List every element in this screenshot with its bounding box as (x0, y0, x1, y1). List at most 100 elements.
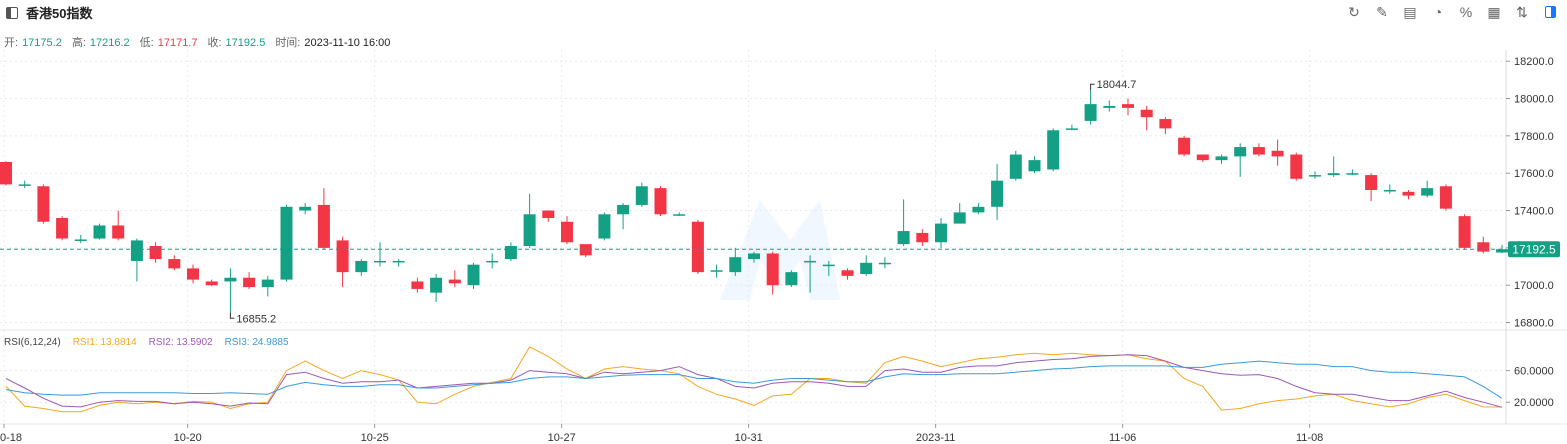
candle (1252, 143, 1265, 157)
candle-body (1234, 147, 1247, 157)
ohlc-open: 开: 17175.2 (4, 37, 62, 49)
candle (1346, 169, 1359, 176)
min-price-label: 16855.2 (236, 313, 276, 325)
candle-body (523, 214, 536, 246)
candle-body (187, 268, 199, 280)
candle-body (205, 281, 218, 286)
candle-body (1047, 130, 1060, 170)
candle (280, 204, 293, 282)
candle (542, 210, 555, 222)
candle (374, 242, 386, 267)
candle-body (411, 281, 424, 289)
candle-body (1439, 186, 1452, 209)
candle (860, 255, 873, 276)
candle-body (1103, 106, 1116, 108)
candle (486, 253, 499, 269)
candle-body (224, 277, 237, 282)
draw-icon[interactable]: ✎ (1376, 3, 1388, 20)
candle (1327, 156, 1340, 177)
candle (1159, 117, 1172, 134)
rsi2-line (5, 354, 1503, 408)
candle (878, 257, 891, 269)
candle-body (486, 260, 499, 263)
percent-icon[interactable]: % (1459, 4, 1473, 20)
candle-body (561, 221, 573, 243)
candle (729, 247, 742, 276)
indicator-icon[interactable]: ▤ (1403, 3, 1417, 20)
candle (112, 210, 125, 241)
candle (430, 274, 443, 302)
x-tick-label: 10-27 (548, 432, 576, 444)
candle (205, 279, 218, 287)
rsi3-label: RSI3: 24.9885 (224, 337, 289, 348)
min-marker (229, 312, 235, 319)
ohlc-time: 时间: 2023-11-10 16:00 (275, 37, 391, 49)
grid-icon[interactable]: ▦ (1487, 3, 1501, 20)
candle-body (1215, 156, 1228, 161)
candle-body (74, 239, 87, 241)
candle-body (1458, 216, 1471, 248)
candle-body (878, 262, 891, 265)
candle (1028, 156, 1041, 174)
candle (635, 182, 648, 207)
candle-body (1159, 119, 1172, 129)
candle-body (1383, 190, 1396, 192)
candle (336, 236, 349, 288)
candle (1122, 98, 1134, 116)
candle-body (1290, 154, 1303, 179)
pie-icon[interactable]: ◔ (1433, 4, 1443, 20)
candle-body (804, 260, 817, 263)
candle (1196, 154, 1209, 162)
candle-body (1365, 175, 1378, 190)
candle (804, 255, 817, 293)
candle-body (392, 260, 405, 263)
candle (18, 180, 31, 189)
candle-body (598, 214, 611, 239)
candle-body (1009, 154, 1022, 179)
y-tick-label: 18200.0 (1514, 56, 1554, 68)
candle (187, 264, 199, 284)
candle (1402, 190, 1415, 200)
candle-body (654, 188, 667, 215)
y-tick-label: 16800.0 (1514, 318, 1554, 330)
candle (785, 270, 798, 288)
candle-body (504, 246, 517, 260)
sort-icon[interactable]: ⇅ (1516, 3, 1528, 20)
refresh-icon[interactable]: ↻ (1348, 3, 1360, 20)
candle (748, 251, 760, 263)
x-tick-label: 0-18 (0, 432, 22, 444)
candle (1215, 154, 1228, 164)
candle (1140, 106, 1153, 131)
candle-body (336, 240, 349, 273)
y-tick-label: 17400.0 (1514, 206, 1554, 218)
candle (579, 244, 592, 258)
candle (392, 259, 405, 267)
candle (1271, 139, 1284, 166)
candle-body (785, 272, 798, 286)
candle-body (860, 262, 873, 274)
max-marker (1090, 83, 1095, 91)
candle-body (1084, 104, 1097, 121)
x-tick-label: 10-31 (735, 432, 763, 444)
candle (355, 259, 368, 276)
sidebar-toggle-icon[interactable] (6, 6, 18, 19)
candle (168, 255, 181, 271)
candle-body (617, 204, 630, 215)
y-tick-label: 18000.0 (1514, 94, 1554, 106)
candle-body (1196, 154, 1209, 161)
x-tick-label: 11-06 (1109, 432, 1136, 444)
candle-body (317, 204, 330, 248)
max-price-label: 18044.7 (1097, 79, 1137, 91)
candle-body (542, 210, 555, 218)
ohlc-low: 低: 17171.7 (139, 37, 198, 49)
rsi-tick-label: 60.0000 (1514, 366, 1554, 378)
panel-icon[interactable] (1539, 2, 1561, 22)
candle (1421, 180, 1434, 198)
candle (467, 262, 480, 289)
candle-body (710, 270, 723, 272)
rsi3-line (5, 360, 1503, 399)
candle (935, 218, 947, 248)
candle (841, 268, 854, 280)
candle (691, 219, 704, 274)
